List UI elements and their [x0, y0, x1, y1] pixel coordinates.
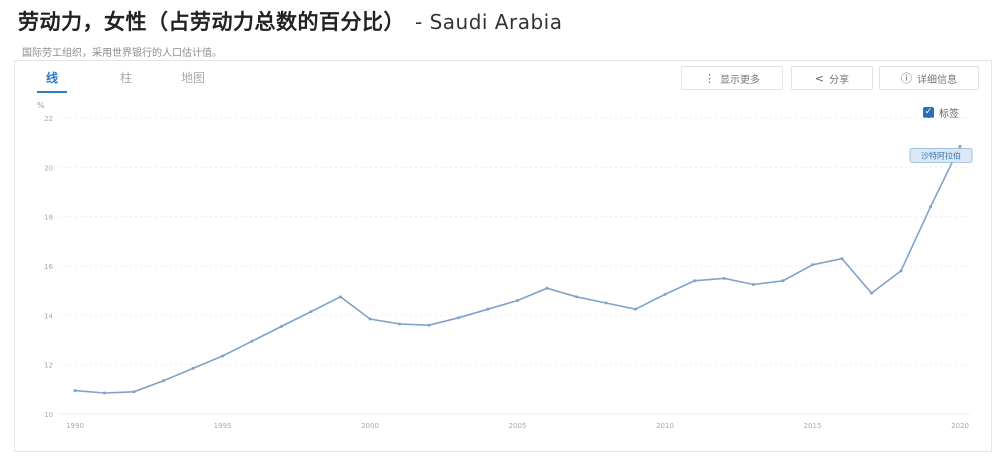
info-icon: ⓘ	[901, 72, 912, 85]
data-point[interactable]	[250, 339, 254, 343]
data-point[interactable]	[132, 390, 136, 394]
x-tick-label: 1990	[66, 422, 84, 430]
y-tick-label: 18	[44, 214, 53, 222]
y-tick-label: 22	[44, 115, 53, 123]
share-label: 分享	[829, 74, 850, 86]
data-point[interactable]	[840, 257, 844, 261]
data-point[interactable]	[368, 317, 372, 321]
line-chart: 10 12 14 16 18 20 22 1990 1995 2000 2005 2010 2015 20…	[44, 115, 973, 430]
tab-line[interactable]: 线	[37, 69, 67, 93]
indicator-title: 劳动力，女性（占劳动力总数的百分比）	[18, 10, 405, 34]
data-point[interactable]	[427, 323, 431, 327]
data-point[interactable]	[339, 295, 342, 299]
labels-toggle-label: 标签	[939, 109, 959, 120]
y-tick-label: 20	[44, 164, 53, 172]
details-label: 详细信息	[917, 74, 957, 86]
data-point[interactable]	[899, 269, 903, 273]
show-more-button[interactable]: ⋮ 显示更多	[681, 66, 783, 90]
share-icon: <	[814, 71, 825, 85]
vertical-dots-icon: ⋮	[704, 71, 715, 85]
chart-tabs: 线 柱 地图 ⋮ 显示更多 < 分享 ⓘ 详细信息	[15, 61, 991, 95]
y-tick-label: 12	[44, 362, 53, 370]
data-point[interactable]	[191, 366, 195, 370]
data-point[interactable]	[781, 279, 785, 283]
show-more-label: 显示更多	[720, 74, 760, 86]
data-point[interactable]	[309, 310, 313, 314]
data-point[interactable]	[663, 292, 667, 296]
country-name: - Saudi Arabia	[415, 10, 563, 34]
checkbox-checked-icon[interactable]: ✓	[923, 107, 934, 118]
x-tick-label: 2015	[804, 422, 822, 430]
chart-card: 线 柱 地图 ⋮ 显示更多 < 分享 ⓘ 详细信息 % ✓ 标签 10 12 14 1…	[14, 60, 992, 452]
x-tick-label: 2020	[951, 422, 969, 430]
data-point[interactable]	[722, 276, 726, 280]
data-point[interactable]	[870, 291, 873, 295]
data-point[interactable]	[103, 391, 106, 395]
data-point[interactable]	[575, 295, 578, 299]
data-point[interactable]	[162, 379, 165, 383]
tab-map[interactable]: 地图	[180, 71, 205, 85]
y-tick-label: 10	[44, 411, 53, 419]
series-tag-box	[909, 147, 973, 163]
labels-toggle[interactable]: ✓ 标签	[923, 105, 959, 120]
data-point[interactable]	[457, 316, 460, 320]
series-tag-label: 沙特阿拉伯	[921, 150, 961, 160]
data-point[interactable]	[929, 205, 932, 209]
tab-bar[interactable]: 柱	[119, 71, 132, 85]
data-point[interactable]	[958, 144, 962, 148]
y-tick-label: 16	[44, 263, 53, 271]
details-button[interactable]: ⓘ 详细信息	[879, 66, 979, 90]
data-point[interactable]	[398, 322, 401, 326]
x-tick-label: 1995	[214, 422, 232, 430]
series-line	[74, 146, 961, 394]
data-point[interactable]	[516, 299, 519, 303]
share-button[interactable]: < 分享	[791, 66, 873, 90]
data-point[interactable]	[693, 279, 696, 283]
data-point[interactable]	[634, 307, 637, 311]
data-point[interactable]	[752, 283, 755, 286]
x-tick-label: 2005	[509, 422, 527, 430]
page-title: 劳动力，女性（占劳动力总数的百分比） - Saudi Arabia	[18, 6, 562, 36]
x-tick-label: 2010	[656, 422, 674, 430]
source-note: 国际劳工组织，采用世界银行的人口估计值。	[22, 48, 222, 59]
x-tick-label: 2000	[361, 422, 379, 430]
y-tick-label: 14	[44, 312, 53, 320]
data-point[interactable]	[73, 389, 77, 393]
data-point[interactable]	[811, 263, 814, 267]
data-point[interactable]	[280, 324, 283, 328]
data-point[interactable]	[604, 301, 608, 305]
data-point[interactable]	[545, 286, 549, 290]
data-point[interactable]	[221, 354, 224, 358]
y-axis-unit: %	[37, 101, 45, 110]
data-point[interactable]	[486, 307, 490, 311]
